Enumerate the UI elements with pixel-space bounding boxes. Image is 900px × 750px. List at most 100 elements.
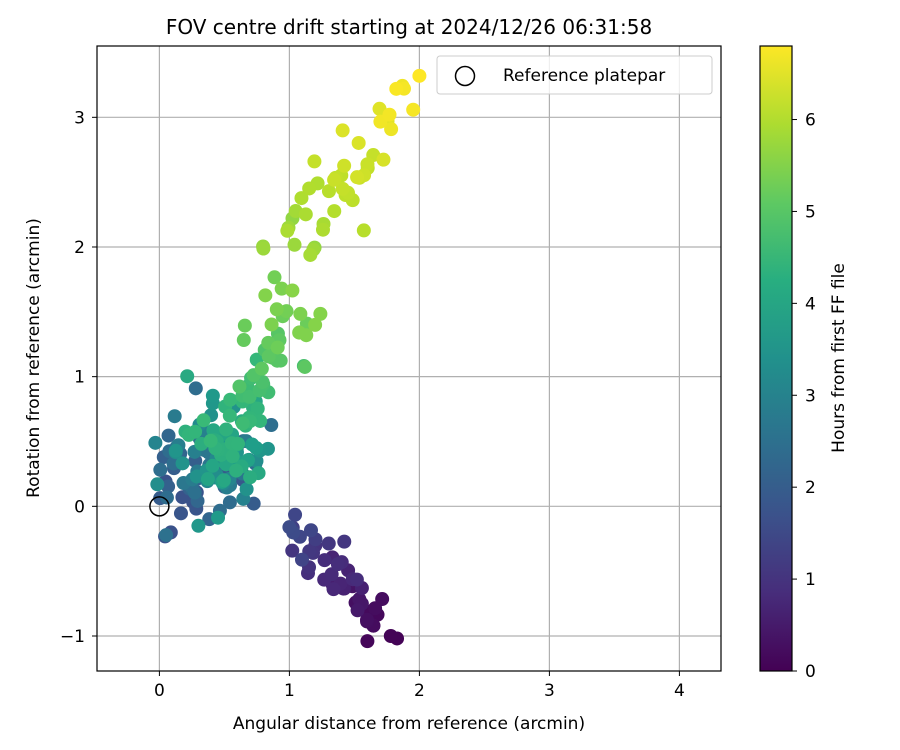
data-point [360,612,375,627]
data-point [264,317,279,332]
data-point [317,553,332,568]
data-point [274,281,289,296]
plot-frame [96,45,722,672]
data-point [308,317,323,332]
data-point [242,389,257,404]
data-point [287,237,302,252]
colorbar-tick-label: 4 [805,294,816,314]
data-point [254,361,269,376]
data-point [321,536,336,551]
y-tick-label: 2 [74,238,85,258]
data-point [173,506,188,521]
data-point [161,428,176,443]
data-point [285,543,300,558]
chart-title: FOV centre drift starting at 2024/12/26 … [166,15,652,39]
data-point [200,472,215,487]
data-point [288,507,303,522]
data-point [203,433,218,448]
data-point [239,482,254,497]
data-point [161,479,176,494]
data-point [360,634,375,649]
colorbar-ticks: 0 1 2 3 4 5 6 [792,111,816,682]
data-point [150,477,165,492]
colorbar-tick-label: 6 [805,111,816,131]
y-tick-label: 1 [74,368,85,388]
data-point [243,470,258,485]
x-tick-label: 0 [154,681,165,701]
data-point [383,628,398,643]
data-point [180,369,195,384]
data-point [321,184,336,199]
y-tick-label: 3 [74,108,85,128]
data-point [335,181,350,196]
x-tick-label: 2 [414,681,425,701]
data-point [303,523,318,538]
data-point [307,154,322,169]
colorbar: 0 1 2 3 4 5 6 Hours from first FF file [759,45,849,682]
data-point [250,401,265,416]
data-point [375,592,390,607]
data-points [148,68,427,649]
data-point [302,181,317,196]
x-tick-label: 3 [544,681,555,701]
data-point [298,207,313,222]
data-point [168,443,183,458]
reference-point-marker [149,496,170,517]
data-point [229,463,244,478]
grid [97,46,721,671]
data-point [350,170,365,185]
data-point [231,436,246,451]
data-point [330,557,345,572]
data-point [245,437,260,452]
data-point [196,413,211,428]
x-axis-label: Angular distance from reference (arcmin) [233,714,585,734]
y-axis-label: Rotation from reference (arcmin) [24,218,44,498]
data-point [270,340,285,355]
colorbar-tick-label: 0 [805,662,816,682]
data-point [223,392,238,407]
x-tick-label: 4 [674,681,685,701]
data-point [297,359,312,374]
data-point [327,172,342,187]
data-point [222,408,237,423]
y-tick-label: 0 [74,497,85,517]
data-point [148,435,163,450]
data-point [236,333,251,348]
data-point [216,473,231,488]
data-point [349,572,364,587]
data-point [350,603,365,618]
y-axis-ticks: −1 0 1 2 3 [60,108,97,647]
colorbar-tick-label: 1 [805,570,816,590]
data-point [406,102,421,117]
data-point [335,123,350,138]
data-point [315,222,330,237]
data-point [285,283,300,298]
data-point [313,306,328,321]
data-point [153,462,168,477]
data-point [187,485,202,500]
data-point [175,456,190,471]
data-point [205,388,220,403]
data-point [232,379,247,394]
data-point [351,135,366,150]
data-point [294,191,309,206]
data-point [167,409,182,424]
data-point [191,518,206,533]
data-point [188,381,203,396]
data-point [337,534,352,549]
data-point [280,223,295,238]
data-point [293,306,308,321]
colorbar-tick-label: 5 [805,202,816,222]
colorbar-tick-label: 3 [805,386,816,406]
data-point [282,520,297,535]
data-point [326,582,341,597]
x-tick-label: 1 [284,681,295,701]
data-point [389,81,404,96]
data-point [267,270,282,285]
data-point [188,424,203,439]
data-point [222,495,237,510]
y-tick-label: −1 [60,627,85,647]
data-point [269,302,284,317]
